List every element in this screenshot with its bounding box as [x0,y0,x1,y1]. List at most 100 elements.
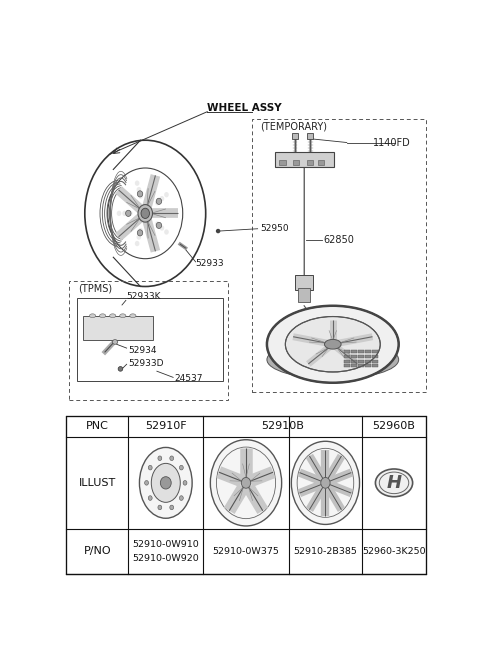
Text: 1140FD: 1140FD [372,138,410,147]
Ellipse shape [183,481,187,485]
Ellipse shape [291,441,360,525]
Text: (TPMS): (TPMS) [79,284,113,294]
Bar [77,298,223,381]
Ellipse shape [155,221,160,227]
Ellipse shape [267,306,399,383]
Ellipse shape [112,340,118,345]
Ellipse shape [160,477,171,489]
Bar [293,160,300,165]
Bar [372,364,378,367]
Bar [359,355,364,358]
Bar [359,350,364,354]
Ellipse shape [170,505,174,510]
Text: 62850: 62850 [324,235,354,246]
Ellipse shape [139,447,192,518]
Circle shape [118,367,123,371]
Text: PNC: PNC [86,421,108,431]
Ellipse shape [122,211,127,216]
Ellipse shape [128,211,132,216]
Text: 52910-2B385: 52910-2B385 [293,547,358,556]
Ellipse shape [135,181,140,186]
Ellipse shape [156,198,162,204]
Ellipse shape [321,477,330,488]
Bar [365,350,371,354]
Ellipse shape [117,211,121,216]
Bar [83,316,153,341]
Text: 52960B: 52960B [372,421,416,431]
Bar [372,350,378,354]
Ellipse shape [160,196,164,201]
Bar [345,360,350,363]
Bar [359,364,364,367]
Ellipse shape [156,222,162,229]
Ellipse shape [158,456,162,460]
Ellipse shape [164,229,169,234]
Bar [307,133,313,139]
Bar [365,364,371,367]
Bar [307,160,313,165]
Text: (TEMPORARY): (TEMPORARY) [260,121,327,132]
Ellipse shape [138,204,153,222]
Ellipse shape [160,225,164,231]
Text: H: H [386,474,402,492]
Ellipse shape [210,440,282,526]
Ellipse shape [241,477,251,488]
Text: 52910-0W910: 52910-0W910 [132,540,199,549]
Text: P/NO: P/NO [84,546,111,556]
Ellipse shape [99,314,106,318]
Ellipse shape [170,456,174,460]
Bar [372,360,378,363]
Text: 52933: 52933 [196,259,224,268]
Ellipse shape [180,496,183,500]
Bar [372,355,378,358]
Bar [318,160,324,165]
Text: 52950: 52950 [260,224,288,233]
Bar [351,364,357,367]
Ellipse shape [375,469,413,496]
Bar [275,152,334,167]
Ellipse shape [137,230,143,236]
Text: WHEEL ASSY: WHEEL ASSY [207,103,282,113]
Ellipse shape [148,465,152,470]
Bar [279,160,286,165]
Text: 52910-0W920: 52910-0W920 [132,554,199,563]
Text: 24537: 24537 [175,375,203,383]
Text: 52910B: 52910B [262,421,304,431]
Text: 52910F: 52910F [145,421,187,431]
Bar [365,360,371,363]
Ellipse shape [120,314,126,318]
Bar [345,364,350,367]
Bar [351,350,357,354]
Ellipse shape [136,234,141,240]
Ellipse shape [286,316,380,372]
Bar [69,281,228,400]
Ellipse shape [151,463,180,502]
Bar [298,288,311,302]
Ellipse shape [138,193,143,198]
Ellipse shape [137,191,143,197]
Ellipse shape [148,496,152,500]
Ellipse shape [158,505,162,510]
Text: 52960-3K250: 52960-3K250 [362,547,426,556]
Bar [66,416,426,574]
Circle shape [216,229,220,233]
Ellipse shape [164,192,169,197]
Text: ILLUST: ILLUST [79,478,116,488]
Text: 52933K: 52933K [126,292,160,301]
Ellipse shape [130,314,136,318]
Text: 52934: 52934 [128,346,156,355]
Bar [252,119,426,392]
Bar [345,355,350,358]
Bar [351,355,357,358]
Ellipse shape [144,481,148,485]
Ellipse shape [109,314,116,318]
Ellipse shape [324,339,341,349]
Text: 52910-0W375: 52910-0W375 [213,547,279,556]
Bar [365,355,371,358]
Ellipse shape [136,187,141,193]
Ellipse shape [180,465,183,470]
Ellipse shape [135,241,140,246]
Text: 52933D: 52933D [128,359,164,368]
Bar [292,133,298,139]
Bar [359,360,364,363]
